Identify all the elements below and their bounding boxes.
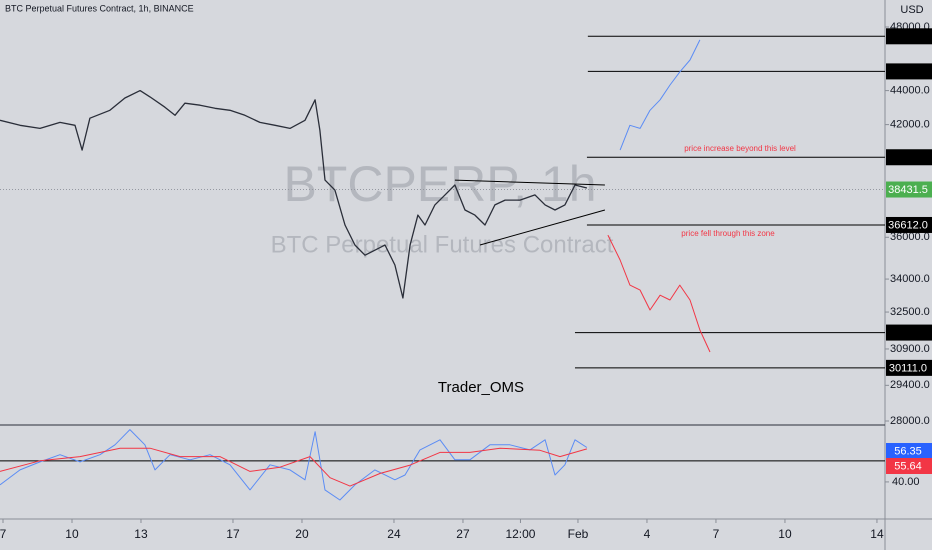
x-tick-label: 17: [226, 527, 240, 541]
trendline: [454, 179, 605, 186]
currency: USD: [900, 4, 923, 16]
x-tick-label: 13: [134, 527, 148, 541]
annotation: price fell through this zone: [681, 229, 775, 238]
x-tick-label: 20: [295, 527, 309, 541]
level-label-box: [886, 359, 932, 376]
signature: Trader_OMS: [438, 379, 524, 396]
x-tick-label: 7: [713, 527, 720, 541]
rsi-value-box: [886, 443, 932, 459]
price-line: [0, 89, 588, 299]
level-label-box: [886, 149, 932, 166]
y-tick-label: 32500.0: [890, 306, 930, 318]
x-tick-label: Feb: [568, 527, 589, 541]
trendline: [479, 209, 606, 246]
level-label: 36612.0: [888, 219, 928, 231]
rsi-line: [0, 447, 588, 487]
level-label-box: [886, 28, 932, 45]
y-tick-label: 28000.0: [890, 415, 930, 427]
rsi-value-label: 56.35: [894, 445, 922, 457]
level-label: 30111.0: [889, 362, 927, 374]
watermark-name: BTC Perpetual Futures Contract: [271, 231, 614, 258]
x-tick-label: 4: [644, 527, 651, 541]
y-tick-label: 40.00: [892, 476, 920, 488]
chart-header: BTC Perpetual Futures Contract, 1h, BINA…: [5, 3, 194, 13]
y-tick-label: 34000.0: [890, 273, 930, 285]
y-tick-label: 42000.0: [890, 119, 930, 131]
x-tick-label: 24: [387, 527, 401, 541]
last-price-box: [886, 181, 932, 198]
y-tick-label: 36000.0: [890, 231, 930, 243]
y-tick-label: 44000.0: [890, 85, 930, 97]
level-label-box: [886, 63, 932, 80]
projection-line: [619, 39, 701, 151]
watermark-symbol: BTCPERP, 1h: [283, 156, 596, 212]
x-tick-label: 27: [456, 527, 470, 541]
level-label-box: [886, 324, 932, 341]
rsi-value-box: [886, 458, 932, 474]
y-tick-label: 29400.0: [890, 379, 930, 391]
x-tick-label: 12:00: [505, 527, 535, 541]
annotation: price increase beyond this level: [684, 144, 796, 153]
x-tick-label: 14: [870, 527, 884, 541]
projection-line: [607, 234, 711, 353]
rsi-line: [0, 429, 588, 501]
last-price-label: 38431.5: [888, 184, 928, 196]
x-tick-label: 10: [65, 527, 79, 541]
x-tick-label: 7: [0, 527, 7, 541]
level-label-box: [886, 216, 932, 233]
y-tick-label: 30900.0: [890, 343, 930, 355]
x-tick-label: 10: [778, 527, 792, 541]
rsi-value-label: 55.64: [894, 460, 922, 472]
